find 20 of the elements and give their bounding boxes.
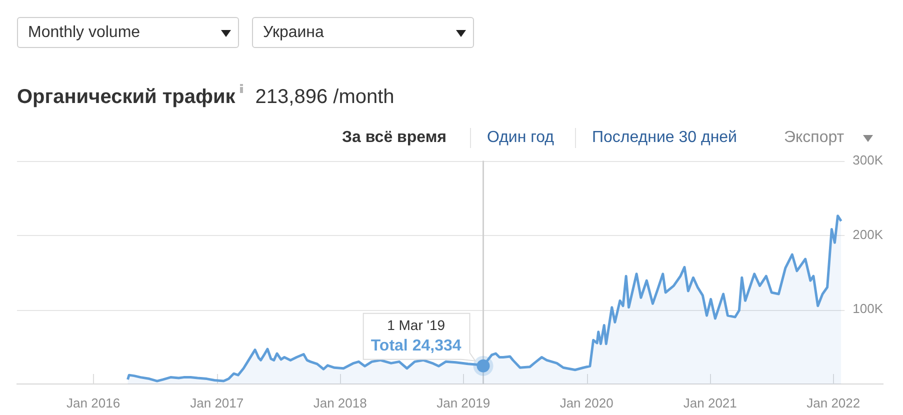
y-tick-label: 200K — [852, 226, 884, 242]
x-tick-label: Jan 2022 — [806, 395, 860, 410]
y-tick-label: 300K — [852, 152, 884, 168]
text: Последние 30 дней — [592, 128, 737, 148]
dropdown-field: Monthly volume — [17, 17, 239, 48]
chart-title: Органический трафик — [17, 86, 236, 108]
chart-subtitle: 213,896 /month — [255, 86, 394, 108]
x-tick-label: Jan 2017 — [190, 395, 244, 410]
annotation: Total 24,334 — [370, 337, 462, 354]
x-tick-label: Jan 2016 — [66, 395, 120, 410]
annotation: 1 Mar '19 — [387, 316, 446, 333]
text: Экспорт — [784, 128, 844, 148]
x-tick-label: Jan 2019 — [436, 395, 490, 410]
dropdown-field: Украина — [252, 17, 474, 48]
text: Один год — [487, 128, 554, 148]
text: За всё время — [342, 128, 447, 148]
x-tick-label: Jan 2020 — [560, 395, 614, 410]
y-tick-label: 100K — [852, 301, 884, 316]
x-tick-label: Jan 2018 — [313, 395, 367, 410]
x-tick-label: Jan 2021 — [683, 395, 737, 410]
